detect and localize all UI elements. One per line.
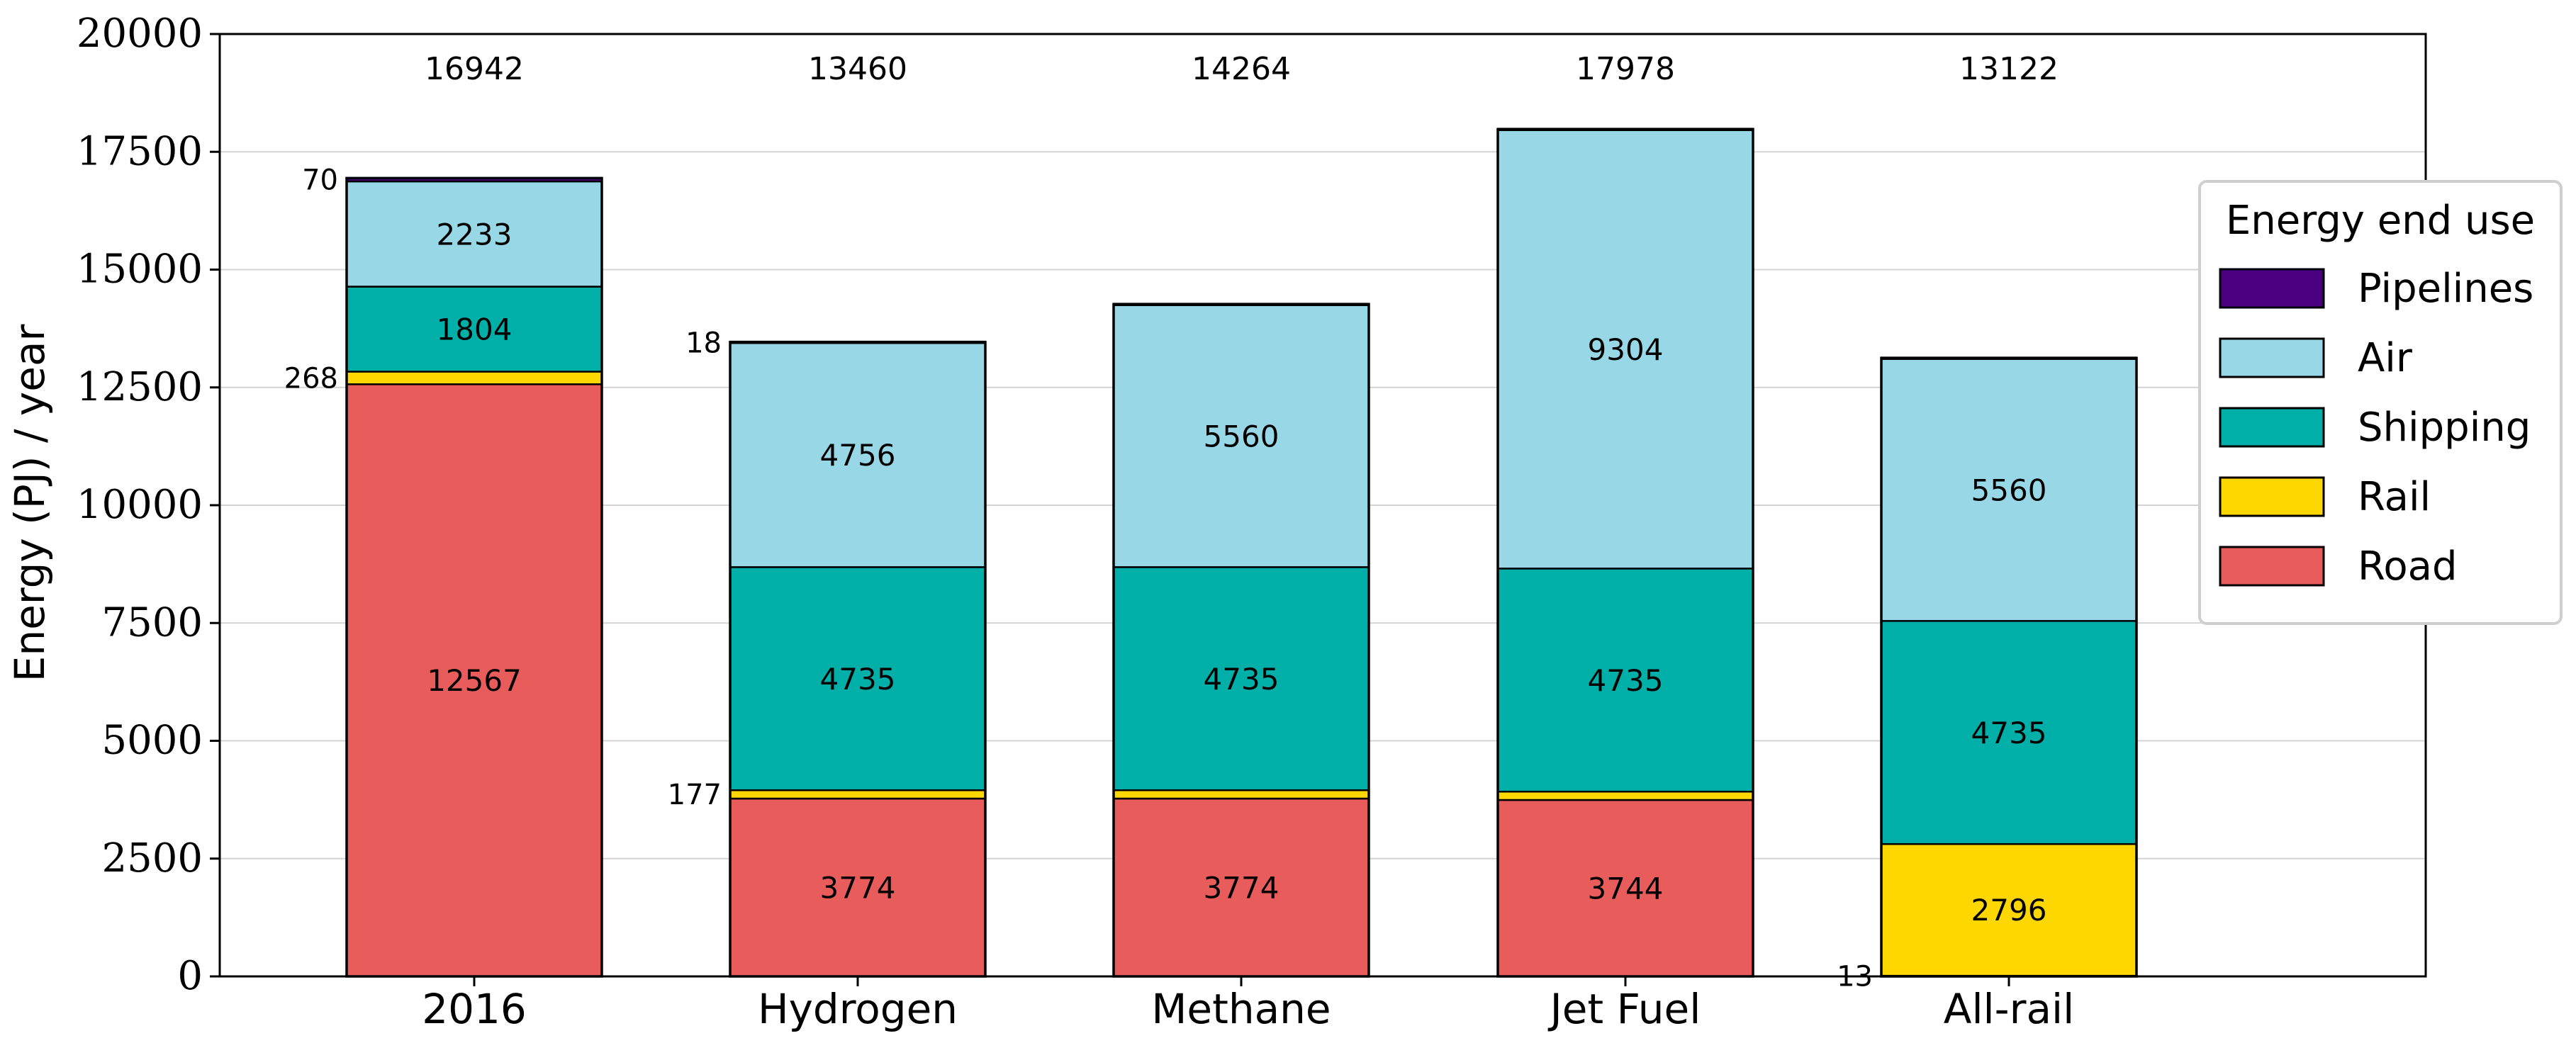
- segment-label: 4735: [1204, 662, 1279, 697]
- bar-segment-shipping: [1880, 620, 2138, 845]
- bar-segment-air: [1880, 358, 2138, 622]
- legend-items: Pipelines Air Shipping Rail Road: [2219, 266, 2533, 590]
- bar-segment-rail: [1496, 791, 1754, 801]
- segment-label: 3774: [820, 871, 896, 906]
- bar-segment-air: [729, 342, 987, 568]
- legend-label-rail: Rail: [2358, 474, 2431, 520]
- y-tick-label: 10000: [77, 482, 203, 528]
- y-tick-label: 5000: [101, 718, 203, 764]
- legend-swatch-rail: [2219, 476, 2325, 517]
- segment-label: 9304: [1588, 332, 1664, 367]
- bar-segment-shipping: [1496, 568, 1754, 793]
- legend-swatch-road: [2219, 546, 2325, 587]
- legend-swatch-shipping: [2219, 407, 2325, 448]
- segment-label: 2796: [1971, 893, 2047, 928]
- legend-label-road: Road: [2358, 543, 2458, 590]
- bar-segment-shipping: [345, 286, 603, 373]
- segment-label: 3744: [1588, 872, 1664, 906]
- side-label: 13: [1837, 961, 1873, 993]
- legend-label-shipping: Shipping: [2358, 405, 2531, 451]
- x-tick-label: Methane: [1151, 985, 1331, 1033]
- legend-swatch-pipelines: [2219, 268, 2325, 309]
- total-label: 13460: [808, 51, 907, 87]
- y-tick-label: 17500: [77, 128, 203, 174]
- x-tick-label: Hydrogen: [758, 985, 958, 1033]
- legend: Energy end use Pipelines Air Shipping Rail R…: [2198, 180, 2563, 625]
- x-tick-label: All-rail: [1944, 985, 2074, 1033]
- x-tick-label: 2016: [422, 985, 527, 1033]
- segment-label: 1804: [437, 312, 513, 346]
- segment-label: 4735: [1588, 663, 1664, 698]
- legend-label-air: Air: [2358, 335, 2413, 381]
- bar-segment-rail: [345, 371, 603, 385]
- total-label: 17978: [1576, 51, 1675, 87]
- bar-segment-road: [1496, 799, 1754, 978]
- total-label: 13122: [1959, 51, 2059, 87]
- labels-layer: 16942 13460 14264 17978 13122 70 2233 1804 268 12…: [284, 51, 2059, 993]
- x-tick-label: Jet Fuel: [1548, 985, 1701, 1033]
- side-label: 177: [668, 779, 722, 811]
- bar-segment-air: [1496, 129, 1754, 570]
- y-tick-label: 12500: [77, 364, 203, 410]
- legend-title: Energy end use: [2226, 198, 2535, 244]
- bar-segment-rail: [1112, 789, 1370, 800]
- segment-label: 5560: [1971, 473, 2047, 507]
- bar-segment-air: [1112, 304, 1370, 568]
- bar-segment-road: [1112, 797, 1370, 978]
- side-label: 18: [685, 327, 722, 360]
- y-tick-label: 0: [177, 953, 203, 999]
- bar-segment-road: [729, 797, 987, 978]
- segment-label: 3774: [1204, 871, 1279, 906]
- total-label: 16942: [425, 51, 524, 87]
- segment-label: 4756: [820, 438, 896, 473]
- segment-label: 2233: [437, 217, 513, 252]
- y-tick-label: 7500: [101, 599, 203, 645]
- axes-layer: 0 2500 5000 7500 10000 12500 15000 17500 20000 20…: [77, 11, 2427, 1033]
- segment-label: 12567: [427, 663, 522, 698]
- y-tick-label: 20000: [77, 11, 203, 57]
- bar-segment-rail: [729, 789, 987, 800]
- segment-label: 4735: [1971, 716, 2047, 750]
- legend-label-pipelines: Pipelines: [2358, 266, 2533, 312]
- side-label: 268: [284, 362, 338, 395]
- legend-swatch-air: [2219, 337, 2325, 378]
- y-axis-label: Energy (PJ) / year: [6, 325, 54, 682]
- segment-label: 5560: [1204, 419, 1279, 454]
- y-tick-label: 2500: [101, 835, 203, 881]
- bar-segment-air: [345, 180, 603, 288]
- y-tick-label: 15000: [77, 247, 203, 293]
- side-label: 70: [302, 164, 338, 197]
- total-label: 14264: [1192, 51, 1291, 87]
- segment-label: 4735: [820, 662, 896, 697]
- bars-layer: [345, 128, 2138, 978]
